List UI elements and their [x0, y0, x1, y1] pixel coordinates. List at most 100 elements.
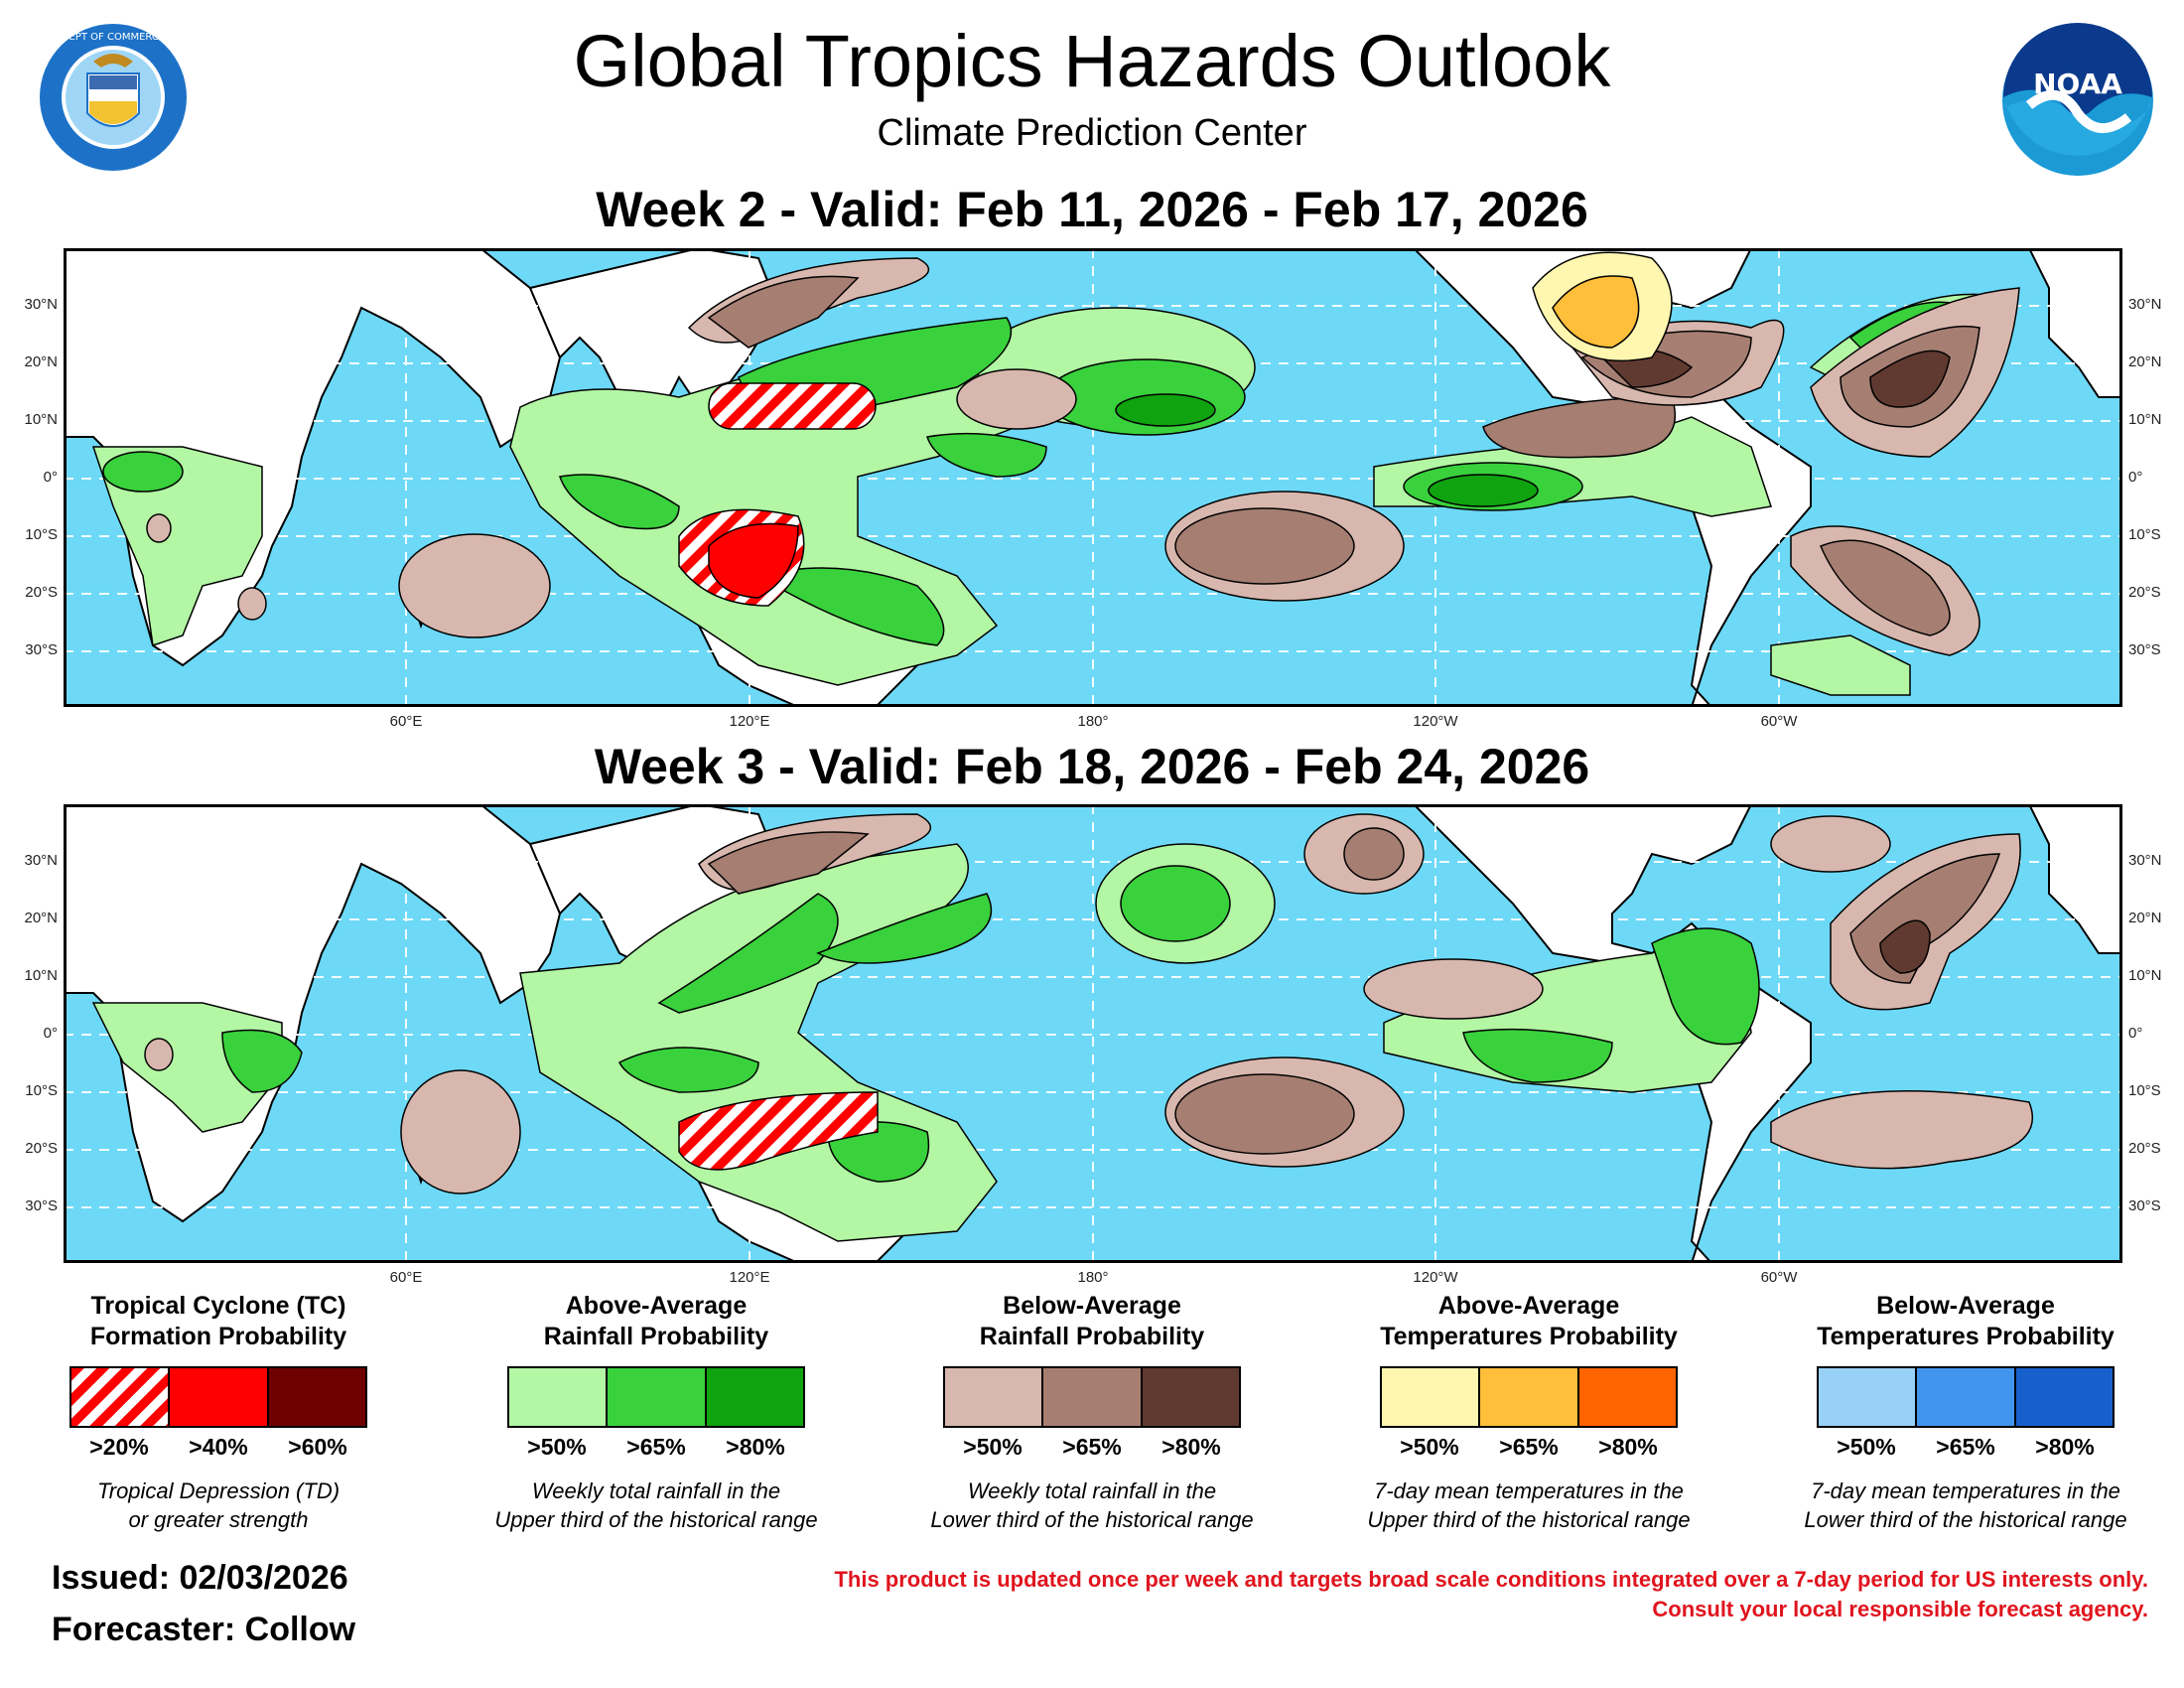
legend-level: >50% [1400, 1434, 1459, 1460]
legend-level: >50% [1837, 1434, 1896, 1460]
forecaster-name: Forecaster: Collow [52, 1611, 356, 1648]
legend-swatch-rain-below-80 [1142, 1368, 1239, 1426]
page-subtitle: Climate Prediction Center [877, 112, 1307, 154]
legend-desc-line1: Tropical Depression (TD) [96, 1478, 341, 1503]
lat-label: 10°S [25, 526, 58, 543]
legend-desc-line1: Weekly total rainfall in the [531, 1478, 781, 1503]
week2-map [64, 248, 2122, 707]
legend-swatch-tc-60 [268, 1368, 365, 1426]
legend-swatch-temp-above-65 [1480, 1368, 1579, 1426]
lon-label: 60°E [389, 1269, 423, 1286]
lat-label: 20°N [2128, 910, 2162, 926]
lat-label: 20°S [2128, 584, 2161, 601]
legend-level: >65% [1936, 1434, 1995, 1460]
noaa-logo-text: NOAA [2033, 68, 2122, 100]
legend-temp-above: Above-Average Temperatures Probability >5… [1340, 1291, 1717, 1534]
disclaimer-line1: This product is updated once per week an… [834, 1567, 2148, 1592]
lat-label: 0° [2128, 469, 2143, 486]
legend-swatch-temp-above-50 [1382, 1368, 1481, 1426]
lat-label: 0° [43, 1025, 58, 1042]
legend-title-line1: Above-Average [565, 1292, 748, 1320]
lat-label: 30°N [2128, 296, 2162, 313]
legend-title-line1: Above-Average [1437, 1292, 1620, 1320]
lon-label: 60°E [389, 713, 423, 730]
disclaimer: This product is updated once per week an… [834, 1565, 2148, 1624]
lat-label: 30°S [25, 641, 58, 658]
lat-label: 20°N [2128, 353, 2162, 370]
lat-label: 20°N [24, 353, 58, 370]
lon-label: 180° [1077, 1269, 1109, 1286]
disclaimer-line2: Consult your local responsible forecast … [1652, 1597, 2148, 1621]
commerce-seal-icon: DEPT OF COMMERCE [38, 22, 189, 173]
legend-tc: Tropical Cyclone (TC) Formation Probabili… [30, 1291, 407, 1534]
legend-title-line1: Tropical Cyclone (TC) [90, 1292, 346, 1320]
lat-label: 20°S [2128, 1140, 2161, 1157]
legend-level: >80% [1598, 1434, 1658, 1460]
legend-title-line2: Rainfall Probability [979, 1323, 1205, 1350]
legend-level: >65% [1499, 1434, 1559, 1460]
legend-level: >50% [527, 1434, 587, 1460]
legend-level: >20% [89, 1434, 149, 1460]
legend-title-line2: Temperatures Probability [1380, 1323, 1678, 1350]
legend-desc-line2: or greater strength [128, 1507, 309, 1532]
legend-rain-below: Below-Average Rainfall Probability >50% >… [903, 1291, 1281, 1534]
lon-label: 60°W [1760, 713, 1798, 730]
legend-title-line1: Below-Average [1003, 1292, 1181, 1320]
lat-label: 20°N [24, 910, 58, 926]
lon-label: 180° [1077, 713, 1109, 730]
legend-level: >65% [1062, 1434, 1122, 1460]
legend-temp-below: Below-Average Temperatures Probability >5… [1777, 1291, 2154, 1534]
legend-title-line1: Below-Average [1876, 1292, 2055, 1320]
legend-level: >80% [1161, 1434, 1221, 1460]
lat-label: 10°N [24, 411, 58, 428]
lon-label: 60°W [1760, 1269, 1798, 1286]
legend-title-line2: Rainfall Probability [543, 1323, 769, 1350]
lon-label: 120°W [1413, 713, 1458, 730]
lon-label: 120°E [729, 1269, 770, 1286]
lat-label: 30°N [24, 852, 58, 869]
legend-swatch-temp-below-50 [1819, 1368, 1918, 1426]
lat-label: 20°S [25, 1140, 58, 1157]
legend-level: >80% [726, 1434, 785, 1460]
legend-title-line2: Formation Probability [89, 1323, 347, 1350]
lat-label: 30°S [25, 1197, 58, 1214]
week3-map [64, 804, 2122, 1263]
lat-label: 0° [43, 469, 58, 486]
week2-title: Week 2 - Valid: Feb 11, 2026 - Feb 17, 2… [596, 182, 1588, 237]
legend-swatch-rain-above-80 [706, 1368, 803, 1426]
legend-swatch-rain-above-65 [608, 1368, 707, 1426]
legend-level: >40% [189, 1434, 248, 1460]
lat-label: 30°S [2128, 641, 2161, 658]
svg-text:DEPT OF COMMERCE: DEPT OF COMMERCE [62, 32, 165, 43]
legend-swatch-rain-above-50 [509, 1368, 609, 1426]
legend-swatch-temp-below-80 [2015, 1368, 2113, 1426]
legend-level: >80% [2035, 1434, 2095, 1460]
legend-rain-above: Above-Average Rainfall Probability >50% >… [468, 1291, 845, 1534]
legend-swatch-tc-20 [71, 1368, 171, 1426]
lat-label: 30°S [2128, 1197, 2161, 1214]
legend-desc-line2: Lower third of the historical range [930, 1507, 1254, 1532]
lat-label: 30°N [2128, 852, 2162, 869]
lat-label: 10°S [2128, 1082, 2161, 1099]
legend-level: >65% [626, 1434, 686, 1460]
lat-label: 10°S [2128, 526, 2161, 543]
legend-swatch-tc-40 [170, 1368, 269, 1426]
legend-swatch-temp-above-80 [1578, 1368, 1676, 1426]
lat-label: 10°N [24, 967, 58, 984]
week3-title: Week 3 - Valid: Feb 18, 2026 - Feb 24, 2… [594, 739, 1590, 794]
lat-label: 0° [2128, 1025, 2143, 1042]
legend-desc-line2: Upper third of the historical range [494, 1507, 818, 1532]
legend-level: >50% [963, 1434, 1023, 1460]
legend-level: >60% [288, 1434, 347, 1460]
lat-label: 20°S [25, 584, 58, 601]
lat-label: 10°S [25, 1082, 58, 1099]
legend-swatch-temp-below-65 [1917, 1368, 2016, 1426]
issued-date: Issued: 02/03/2026 [52, 1559, 348, 1597]
legend-desc-line1: Weekly total rainfall in the [967, 1478, 1217, 1503]
legend-desc-line1: 7-day mean temperatures in the [1811, 1478, 2120, 1503]
legend-swatch-rain-below-50 [945, 1368, 1044, 1426]
lat-label: 30°N [24, 296, 58, 313]
noaa-logo-icon: NOAA [1999, 22, 2156, 179]
lon-label: 120°E [729, 713, 770, 730]
page-title: Global Tropics Hazards Outlook [573, 20, 1611, 102]
